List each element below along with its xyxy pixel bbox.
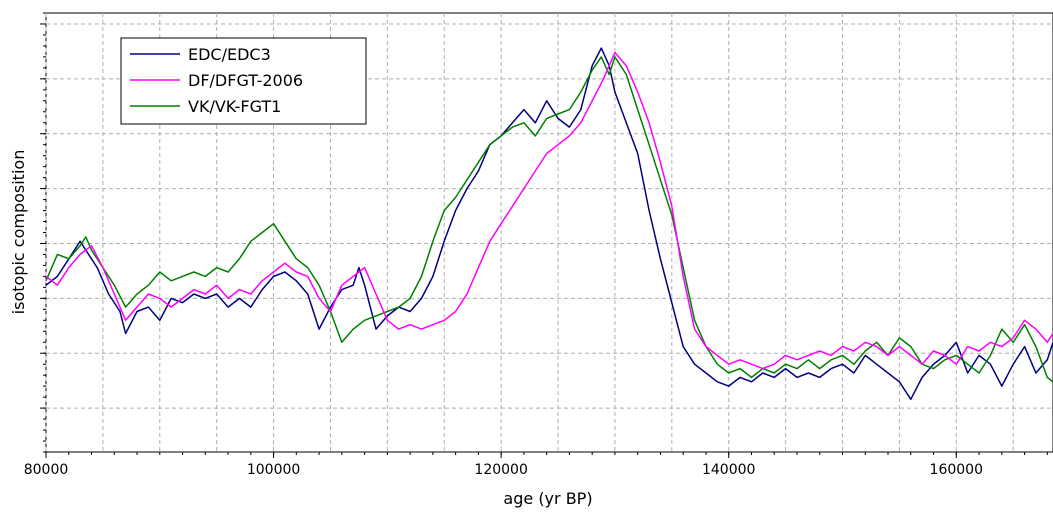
series-layer — [45, 47, 1053, 401]
x-tick-label: 100000 — [247, 462, 300, 478]
x-tick-label: 80000 — [24, 462, 69, 478]
legend-label-vk: VK/VK-FGT1 — [188, 97, 281, 116]
x-axis-title: age (yr BP) — [503, 489, 592, 508]
series-line-edc-edc3 — [45, 47, 1053, 401]
x-tick-label: 160000 — [930, 462, 983, 478]
legend-label-edc: EDC/EDC3 — [188, 45, 271, 64]
grid — [45, 13, 1053, 452]
axis-ticks: 80000 100000 120000 140000 160000 — [24, 12, 1048, 478]
legend-label-df: DF/DFGT-2006 — [188, 71, 303, 90]
y-axis-title: isotopic composition — [9, 150, 28, 315]
legend-box — [120, 37, 367, 125]
series-line-df-dfgt-2006 — [45, 51, 1053, 370]
x-tick-label: 140000 — [702, 462, 755, 478]
legend: EDC/EDC3 DF/DFGT-2006 VK/VK-FGT1 — [120, 37, 367, 125]
x-tick-label: 120000 — [474, 462, 527, 478]
